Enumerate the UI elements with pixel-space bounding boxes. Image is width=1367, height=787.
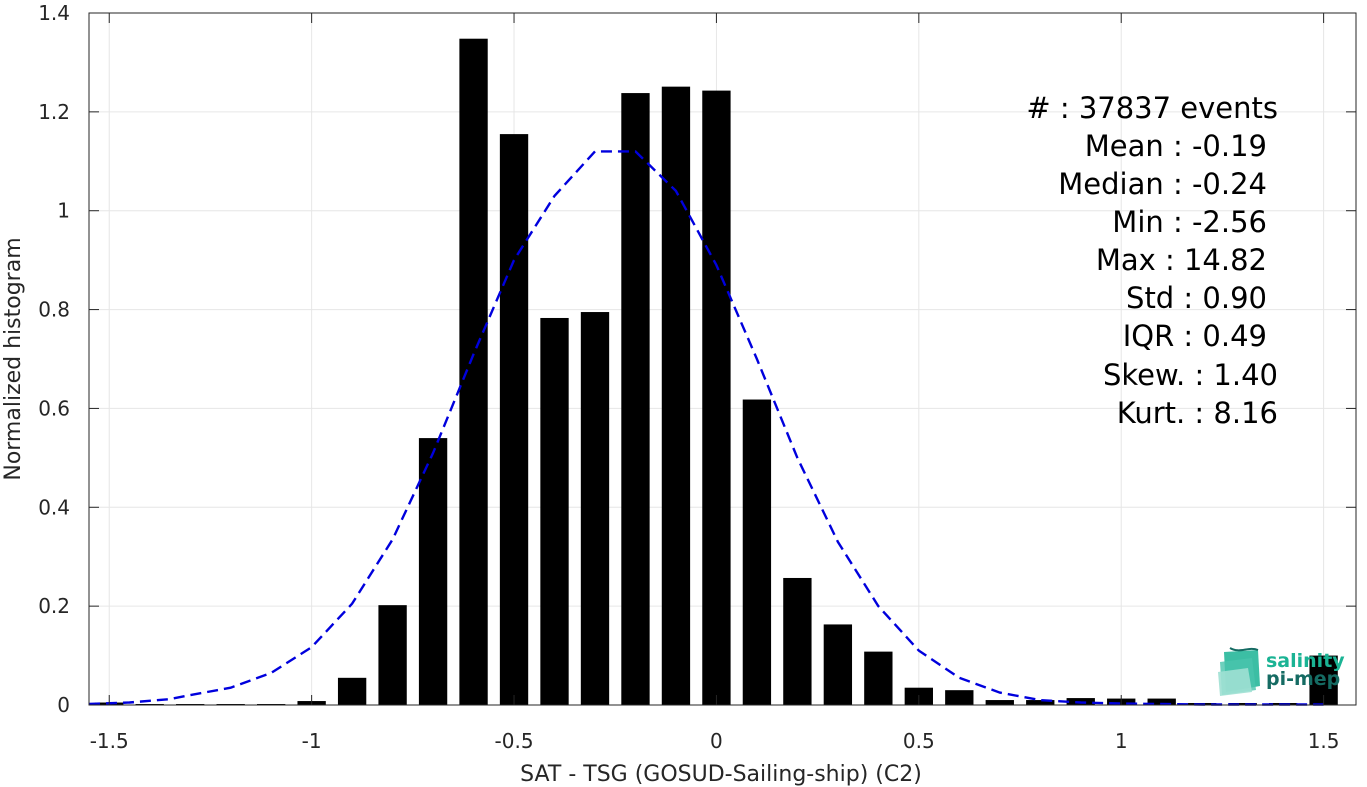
axis-ticks: -1.5 -1 -0.5 0 0.5 1 1.5 0 0.2 0.4 0.6 0.8 1 1.2 1.4 (38, 1, 1356, 753)
histogram-bar (823, 624, 853, 705)
logo-waves-icon (1218, 647, 1260, 696)
salinity-pimep-logo: salinity pi-mep (1218, 647, 1345, 696)
x-tick-label: 1 (1115, 729, 1128, 753)
y-tick-label: 0.2 (38, 594, 70, 618)
stat-max: Max : 14.82 (1096, 243, 1267, 277)
histogram-bar (1228, 703, 1257, 705)
x-tick-label: 1.5 (1308, 729, 1340, 753)
fit-curve (88, 150, 1324, 706)
x-tick-label: -1 (302, 729, 322, 753)
stat-mean: Mean : -0.19 (1085, 129, 1267, 163)
y-tick-label: 1.4 (38, 1, 70, 25)
histogram-bar (702, 90, 731, 706)
stat-min: Min : -2.56 (1112, 205, 1267, 239)
y-tick-label: 0 (57, 693, 70, 717)
y-tick-label: 0.8 (38, 298, 70, 322)
histogram-bar (864, 651, 893, 705)
histogram-bar (499, 134, 529, 706)
y-tick-label: 1 (57, 199, 70, 223)
fit-curve-line (88, 150, 1324, 706)
histogram-bar (1026, 700, 1055, 705)
x-tick-label: 0.5 (903, 729, 935, 753)
histogram-bars (95, 38, 1338, 706)
stats-annotation: # : 37837 events Mean : -0.19 Median : -… (1026, 91, 1278, 430)
histogram-bar (783, 577, 812, 705)
plot-frame (88, 12, 1357, 706)
histogram-bar (459, 38, 488, 705)
x-tick-label: -1.5 (90, 729, 129, 753)
histogram-bar (945, 690, 974, 705)
stat-skew: Skew. : 1.40 (1103, 358, 1278, 392)
stat-events: # : 37837 events (1026, 91, 1278, 125)
y-tick-label: 1.2 (38, 100, 70, 124)
stat-iqr: IQR : 0.49 (1123, 319, 1267, 353)
histogram-bar (418, 438, 448, 705)
axes-box (88, 12, 1357, 706)
histogram-bar (661, 86, 691, 706)
x-tick-label: -0.5 (495, 729, 534, 753)
histogram-bar (742, 399, 772, 705)
y-tick-label: 0.4 (38, 495, 70, 519)
histogram-bar (540, 317, 569, 705)
x-tick-label: 0 (710, 729, 723, 753)
histogram-bar (580, 312, 610, 705)
logo-line-1: salinity (1266, 650, 1345, 672)
y-axis-label: Normalized histogram (1, 237, 26, 480)
histogram-bar (337, 677, 367, 705)
y-tick-label: 0.6 (38, 396, 70, 420)
stat-kurt: Kurt. : 8.16 (1117, 396, 1278, 430)
logo-line-2: pi-mep (1266, 668, 1340, 690)
histogram-bar (621, 93, 650, 706)
histogram-bar (1147, 698, 1176, 705)
stat-median: Median : -0.24 (1058, 167, 1267, 201)
x-axis-label: SAT - TSG (GOSUD-Sailing-ship) (C2) (520, 762, 922, 787)
histogram-bar (378, 605, 407, 705)
stat-std: Std : 0.90 (1126, 281, 1267, 315)
histogram-bar (985, 700, 1014, 705)
